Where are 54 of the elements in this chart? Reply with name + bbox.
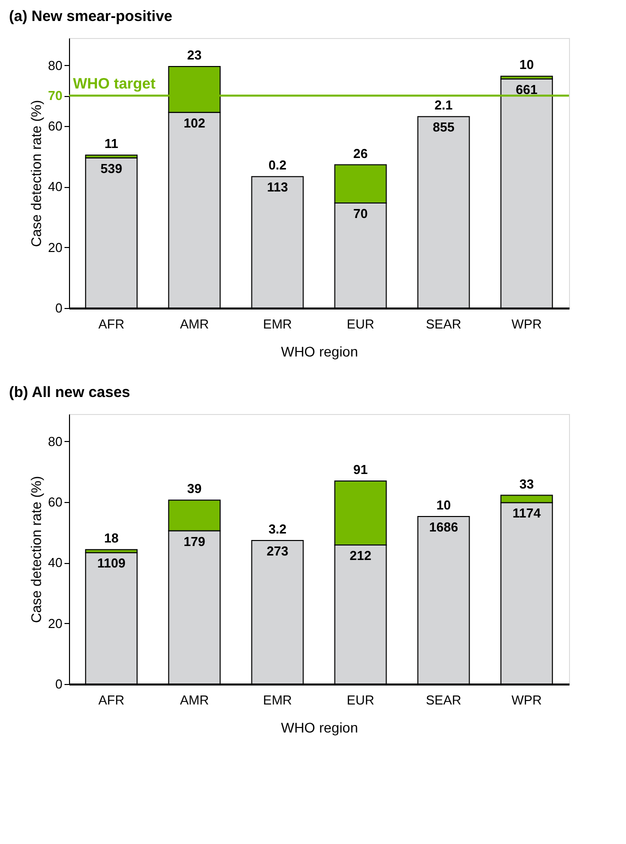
x-tick-label: EMR	[263, 316, 292, 332]
y-axis-title: Case detection rate (%)	[28, 100, 44, 248]
x-tick-label: AFR	[98, 692, 124, 708]
y-tick-label: 80	[48, 434, 62, 449]
y-tick-label: 0	[55, 676, 62, 692]
annotation: 273	[266, 544, 288, 559]
y-tick-label: 80	[48, 58, 62, 73]
x-tick-label: EUR	[346, 316, 374, 332]
annotation: 212	[350, 548, 372, 564]
x-tick-label: EUR	[346, 692, 374, 708]
annotation: 102	[184, 115, 206, 130]
annotation: 10	[519, 57, 534, 72]
x-axis-title: WHO region	[280, 344, 358, 360]
annotation: 11	[104, 136, 118, 152]
ref-line-label: WHO target	[73, 76, 156, 93]
annotation: 10	[436, 498, 451, 513]
annotation: 661	[516, 82, 538, 97]
annotation: 855	[432, 120, 454, 135]
annotation: 539	[100, 160, 122, 176]
y-tick-label: 70	[48, 88, 62, 104]
y-tick-label: 40	[48, 179, 62, 194]
annotation: 3.2	[268, 522, 287, 537]
x-tick-label: AFR	[98, 316, 124, 332]
x-tick-label: SEAR	[426, 692, 462, 708]
annotation: 113	[266, 180, 288, 195]
annotation: 23	[187, 48, 202, 63]
annotation: 1109	[97, 556, 126, 571]
y-tick-label: 0	[55, 300, 62, 316]
y-tick-label: 20	[48, 616, 62, 631]
annotation: 179	[184, 534, 206, 549]
x-tick-label: SEAR	[426, 316, 462, 332]
x-tick-label: EMR	[263, 692, 292, 708]
annotation: 2.1	[434, 98, 453, 113]
y-tick-label: 40	[48, 555, 62, 570]
y-tick-label: 20	[48, 240, 62, 255]
x-tick-label: WPR	[511, 692, 542, 708]
annotation: 18	[104, 530, 119, 546]
y-tick-label: 60	[48, 118, 62, 134]
annotation: 26	[353, 146, 368, 161]
annotation: 70	[353, 206, 368, 222]
chart-title: (a) New smear-positive	[9, 8, 172, 25]
annotation: 39	[187, 481, 202, 496]
x-tick-label: AMR	[180, 692, 209, 708]
annotation: 1174	[512, 506, 542, 521]
x-axis-title: WHO region	[280, 720, 358, 736]
y-tick-label: 60	[48, 494, 62, 510]
x-tick-label: AMR	[180, 316, 209, 332]
y-axis-title: Case detection rate (%)	[28, 476, 44, 624]
annotation: 0.2	[268, 158, 287, 173]
chart-title: (b) All new cases	[9, 384, 130, 401]
annotation: 33	[519, 476, 534, 492]
x-tick-label: WPR	[511, 316, 542, 332]
annotation: 91	[353, 462, 368, 478]
annotation: 1686	[429, 520, 458, 535]
